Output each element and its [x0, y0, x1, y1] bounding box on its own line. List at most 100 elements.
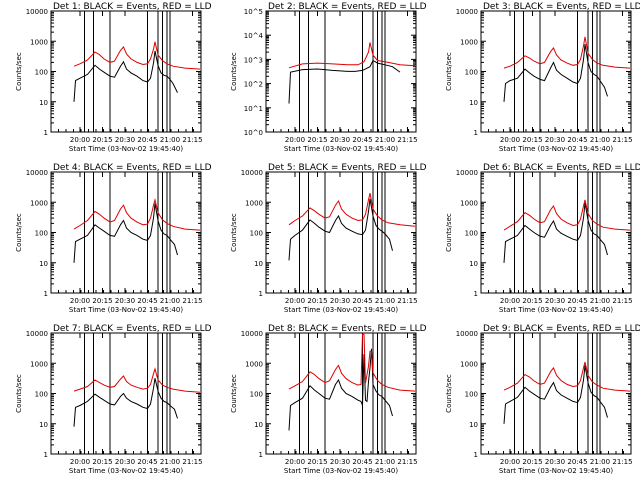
x-axis-label: Start Time (03-Nov-02 19:45:40)	[69, 306, 183, 314]
y-tick-label: 10000	[26, 330, 48, 338]
y-tick-label: 10000	[456, 169, 478, 177]
plot-frame	[265, 332, 417, 455]
x-axis-label: Start Time (03-Nov-02 19:45:40)	[499, 306, 613, 314]
x-tick-label: 20:15	[522, 297, 542, 305]
y-axis-label: Counts/sec	[15, 52, 23, 91]
y-tick-label: 100	[465, 230, 478, 238]
x-tick-label: 20:30	[545, 297, 565, 305]
y-tick-label: 10^4	[244, 32, 264, 40]
y-tick-label: 10000	[456, 8, 478, 16]
x-tick-label: 20:15	[92, 136, 112, 144]
events-series-line	[503, 202, 608, 263]
x-tick-label: 21:15	[612, 136, 632, 144]
y-tick-label: 1000	[460, 38, 478, 46]
lld-series-line	[288, 192, 416, 227]
y-tick-label: 1	[259, 290, 263, 298]
y-tick-label: 10000	[26, 8, 48, 16]
x-tick-label: 20:30	[330, 297, 350, 305]
y-tick-label: 10^5	[244, 8, 263, 16]
y-tick-label: 10	[39, 421, 48, 429]
plot-frame	[50, 332, 202, 455]
x-tick-label: 20:45	[137, 297, 157, 305]
x-tick-label: 21:00	[160, 136, 180, 144]
x-axis-label: Start Time (03-Nov-02 19:45:40)	[499, 145, 613, 153]
panel-title: Det 2: BLACK = Events, RED = LLD	[268, 2, 427, 12]
y-tick-label: 10	[469, 99, 478, 107]
y-tick-label: 1	[474, 129, 478, 137]
panel-det-3: Det 3: BLACK = Events, RED = LLD 1 10 100 10…	[445, 2, 640, 153]
y-tick-label: 1000	[30, 360, 48, 368]
plot-frame	[50, 10, 202, 133]
x-axis-label: Start Time (03-Nov-02 19:45:40)	[69, 145, 183, 153]
plot-frame	[265, 171, 417, 294]
x-tick-label: 21:15	[397, 297, 417, 305]
x-tick-label: 20:45	[567, 136, 587, 144]
events-series-line	[73, 378, 178, 427]
y-tick-label: 1000	[245, 360, 263, 368]
plot-frame	[265, 10, 417, 133]
x-tick-label: 21:15	[612, 458, 632, 466]
panel-det-4: Det 4: BLACK = Events, RED = LLD 1 10 100 10…	[15, 163, 212, 314]
x-tick-label: 20:15	[522, 458, 542, 466]
y-tick-label: 1	[474, 451, 478, 459]
x-tick-label: 20:00	[70, 136, 90, 144]
x-tick-label: 20:00	[285, 458, 305, 466]
x-tick-label: 20:00	[70, 297, 90, 305]
y-tick-label: 1000	[30, 38, 48, 46]
y-tick-label: 10	[39, 260, 48, 268]
x-tick-label: 20:15	[307, 458, 327, 466]
y-tick-label: 1	[44, 129, 48, 137]
plot-frame	[480, 171, 632, 294]
x-tick-label: 21:00	[590, 297, 610, 305]
y-tick-label: 100	[465, 391, 478, 399]
x-tick-label: 21:15	[182, 136, 202, 144]
events-series-line	[288, 198, 393, 261]
plot-frame	[480, 332, 632, 455]
lld-series-line	[288, 42, 416, 69]
x-tick-label: 21:00	[375, 136, 395, 144]
panel-title: Det 3: BLACK = Events, RED = LLD	[483, 2, 640, 12]
y-tick-label: 1	[44, 451, 48, 459]
lld-series-line	[73, 41, 201, 70]
events-series-line	[73, 203, 178, 263]
x-tick-label: 21:15	[182, 297, 202, 305]
panel-det-2: Det 2: BLACK = Events, RED = LLD 10^0 10^1…	[230, 2, 427, 153]
y-tick-label: 10000	[26, 169, 48, 177]
x-tick-label: 20:45	[352, 458, 372, 466]
y-tick-label: 10000	[241, 330, 263, 338]
panel-title: Det 9: BLACK = Events, RED = LLD	[483, 324, 640, 334]
x-tick-label: 20:30	[115, 458, 135, 466]
y-tick-label: 1	[259, 451, 263, 459]
panel-title: Det 7: BLACK = Events, RED = LLD	[53, 324, 212, 334]
x-tick-label: 20:30	[545, 458, 565, 466]
x-axis-label: Start Time (03-Nov-02 19:45:40)	[284, 306, 398, 314]
lld-series-line	[503, 361, 631, 392]
x-tick-label: 20:45	[567, 458, 587, 466]
x-axis-label: Start Time (03-Nov-02 19:45:40)	[499, 467, 613, 475]
events-series-line	[288, 348, 393, 431]
y-tick-label: 10^1	[244, 105, 263, 113]
x-tick-label: 21:00	[375, 458, 395, 466]
panel-det-5: Det 5: BLACK = Events, RED = LLD 1 10 100 10…	[230, 163, 427, 314]
lld-series-line	[73, 367, 201, 393]
y-tick-label: 100	[35, 230, 48, 238]
x-tick-label: 20:30	[115, 136, 135, 144]
x-tick-label: 20:15	[307, 297, 327, 305]
y-tick-label: 1000	[460, 199, 478, 207]
y-tick-label: 1000	[30, 199, 48, 207]
y-tick-label: 100	[35, 69, 48, 77]
y-tick-label: 100	[465, 69, 478, 77]
y-tick-label: 10	[254, 260, 263, 268]
x-tick-label: 21:15	[397, 136, 417, 144]
y-axis-label: Counts/sec	[230, 52, 238, 91]
y-tick-label: 10000	[241, 169, 263, 177]
events-series-line	[288, 59, 401, 104]
x-tick-label: 20:45	[352, 136, 372, 144]
x-axis-label: Start Time (03-Nov-02 19:45:40)	[284, 467, 398, 475]
x-tick-label: 20:15	[92, 458, 112, 466]
x-tick-label: 20:30	[330, 458, 350, 466]
y-tick-label: 10^3	[244, 56, 263, 64]
y-tick-label: 1000	[460, 360, 478, 368]
lld-series-line	[503, 36, 631, 69]
lld-series-line	[288, 333, 416, 392]
